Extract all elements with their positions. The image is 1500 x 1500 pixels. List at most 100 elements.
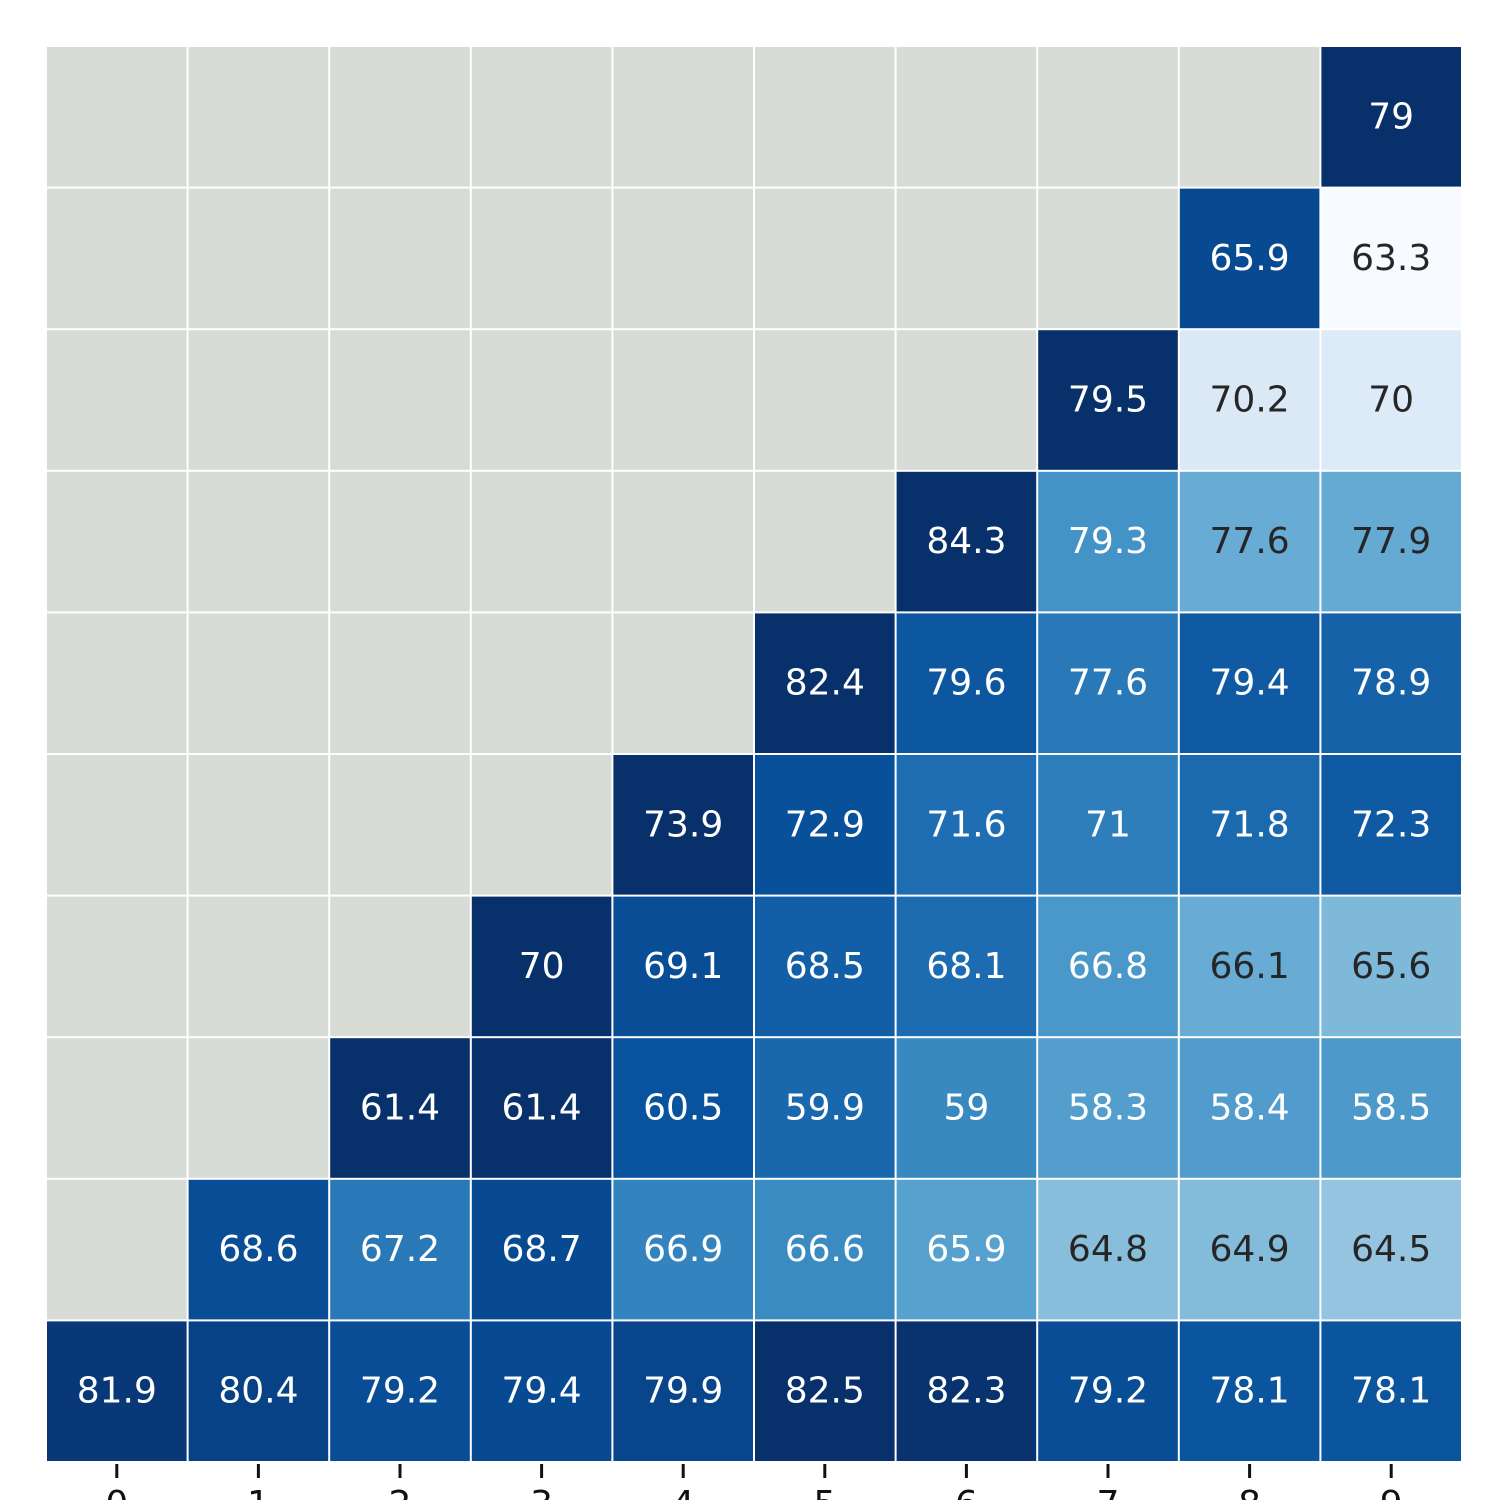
heatmap-cell xyxy=(1179,1038,1320,1178)
heatmap-cell-empty xyxy=(330,188,470,329)
heatmap-cell-empty xyxy=(188,47,329,187)
heatmap-cell xyxy=(471,1179,612,1320)
heatmap-cell-empty xyxy=(896,330,1037,470)
heatmap-cell xyxy=(896,896,1037,1037)
heatmap-cell xyxy=(1321,1321,1461,1461)
heatmap-cell-label: 67.2 xyxy=(360,1229,440,1270)
heatmap-cell-label: 65.9 xyxy=(1210,238,1290,279)
heatmap-cell-labels: 79 65.9 63.3 79.5 70.2 70 84.3 79.3 77.6 77.9 82.4… xyxy=(77,96,1432,1411)
heatmap-cell xyxy=(1321,47,1461,187)
heatmap-cell-empty xyxy=(471,613,612,753)
heatmap-cell-empty xyxy=(188,471,329,612)
heatmap-cell xyxy=(896,755,1037,895)
heatmap-cell xyxy=(471,896,612,1037)
heatmap-cell-empty xyxy=(471,47,612,187)
heatmap-cell-label: 59.9 xyxy=(785,1088,865,1129)
heatmap-cell-label: 68.6 xyxy=(218,1229,298,1270)
x-tick-label: 6 xyxy=(955,1484,978,1500)
heatmap-cell xyxy=(755,755,895,895)
heatmap-cell-label: 66.6 xyxy=(785,1229,865,1270)
heatmap-cell xyxy=(613,896,753,1037)
heatmap-cell-empty xyxy=(1179,47,1320,187)
heatmap-cell xyxy=(1038,613,1178,753)
heatmap-cell-label: 71 xyxy=(1085,804,1131,845)
heatmap-cell-empty xyxy=(330,471,470,612)
heatmap-cell-label: 79.2 xyxy=(1068,1371,1148,1412)
heatmap-cell-label: 61.4 xyxy=(502,1088,582,1129)
heatmap-cell-empty xyxy=(330,47,470,187)
heatmap-cell-label: 82.3 xyxy=(926,1371,1006,1412)
heatmap-cell-empty xyxy=(613,471,753,612)
heatmap-cell xyxy=(1038,896,1178,1037)
heatmap-cell xyxy=(1038,755,1178,895)
heatmap-cell-empty xyxy=(47,188,187,329)
heatmap-cell-empty xyxy=(755,330,895,470)
heatmap-cell-label: 79.9 xyxy=(643,1371,723,1412)
heatmap-cell-label: 79.4 xyxy=(502,1371,582,1412)
heatmap-cell-empty xyxy=(188,613,329,753)
heatmap-cell-empty xyxy=(47,896,187,1037)
heatmap-cell-empty xyxy=(471,471,612,612)
heatmap-cell-empty xyxy=(471,188,612,329)
heatmap-cell-label: 71.6 xyxy=(926,804,1006,845)
heatmap-cells xyxy=(47,47,1461,1461)
heatmap-cell xyxy=(1321,330,1461,470)
heatmap-cell-empty xyxy=(188,896,329,1037)
heatmap-cell-label: 68.7 xyxy=(502,1229,582,1270)
heatmap-cell xyxy=(896,1038,1037,1178)
heatmap-cell-label: 58.4 xyxy=(1210,1088,1290,1129)
x-tick-label: 2 xyxy=(389,1484,412,1500)
heatmap-cell xyxy=(1179,613,1320,753)
heatmap-cell-empty xyxy=(188,755,329,895)
heatmap-cell-label: 84.3 xyxy=(926,521,1006,562)
x-tick-label: 8 xyxy=(1238,1484,1261,1500)
heatmap-cell-label: 65.9 xyxy=(926,1229,1006,1270)
heatmap-cell xyxy=(755,1038,895,1178)
heatmap-cell xyxy=(1179,1321,1320,1461)
heatmap-cell-label: 69.1 xyxy=(643,946,723,987)
heatmap-cell-label: 72.3 xyxy=(1351,804,1431,845)
heatmap-cell-label: 81.9 xyxy=(77,1371,157,1412)
heatmap-cell-label: 65.6 xyxy=(1351,946,1431,987)
heatmap-cell xyxy=(1179,755,1320,895)
heatmap-cell-label: 77.6 xyxy=(1210,521,1290,562)
heatmap-cell xyxy=(755,613,895,753)
x-axis: 0 1 2 3 4 5 6 7 8 9 xyxy=(105,1464,1403,1500)
heatmap-cell xyxy=(1038,471,1178,612)
heatmap-cell xyxy=(896,471,1037,612)
x-tick-label: 0 xyxy=(105,1484,128,1500)
heatmap-cell xyxy=(896,613,1037,753)
heatmap-cell-label: 66.1 xyxy=(1210,946,1290,987)
x-tick-label: 9 xyxy=(1380,1484,1403,1500)
heatmap-cell-empty xyxy=(896,47,1037,187)
heatmap-cell-label: 78.9 xyxy=(1351,663,1431,704)
heatmap-cell xyxy=(896,1179,1037,1320)
heatmap-cell xyxy=(613,1038,753,1178)
heatmap-cell-label: 79.2 xyxy=(360,1371,440,1412)
heatmap-cell xyxy=(1321,471,1461,612)
heatmap-cell xyxy=(755,1321,895,1461)
heatmap-cell-label: 68.1 xyxy=(926,946,1006,987)
heatmap-cell-empty xyxy=(613,613,753,753)
heatmap-cell-label: 58.5 xyxy=(1351,1088,1431,1129)
heatmap-cell-label: 70 xyxy=(1368,380,1414,421)
heatmap-cell-empty xyxy=(47,755,187,895)
heatmap-cell xyxy=(1179,1179,1320,1320)
heatmap-cell-label: 79 xyxy=(1368,96,1414,137)
x-tick-label: 4 xyxy=(672,1484,695,1500)
heatmap-cell-label: 70.2 xyxy=(1210,380,1290,421)
heatmap-cell-empty xyxy=(47,471,187,612)
heatmap-cell-label: 63.3 xyxy=(1351,238,1431,279)
heatmap-cell-label: 82.5 xyxy=(785,1371,865,1412)
heatmap-cell xyxy=(613,1321,753,1461)
heatmap-cell-empty xyxy=(613,330,753,470)
x-tick-label: 1 xyxy=(247,1484,270,1500)
heatmap-cell xyxy=(330,1321,470,1461)
heatmap-cell xyxy=(1321,613,1461,753)
heatmap-cell-label: 79.5 xyxy=(1068,380,1148,421)
heatmap-cell xyxy=(471,1321,612,1461)
heatmap-cell xyxy=(1038,1321,1178,1461)
heatmap-cell-label: 66.8 xyxy=(1068,946,1148,987)
heatmap-cell-label: 78.1 xyxy=(1351,1371,1431,1412)
